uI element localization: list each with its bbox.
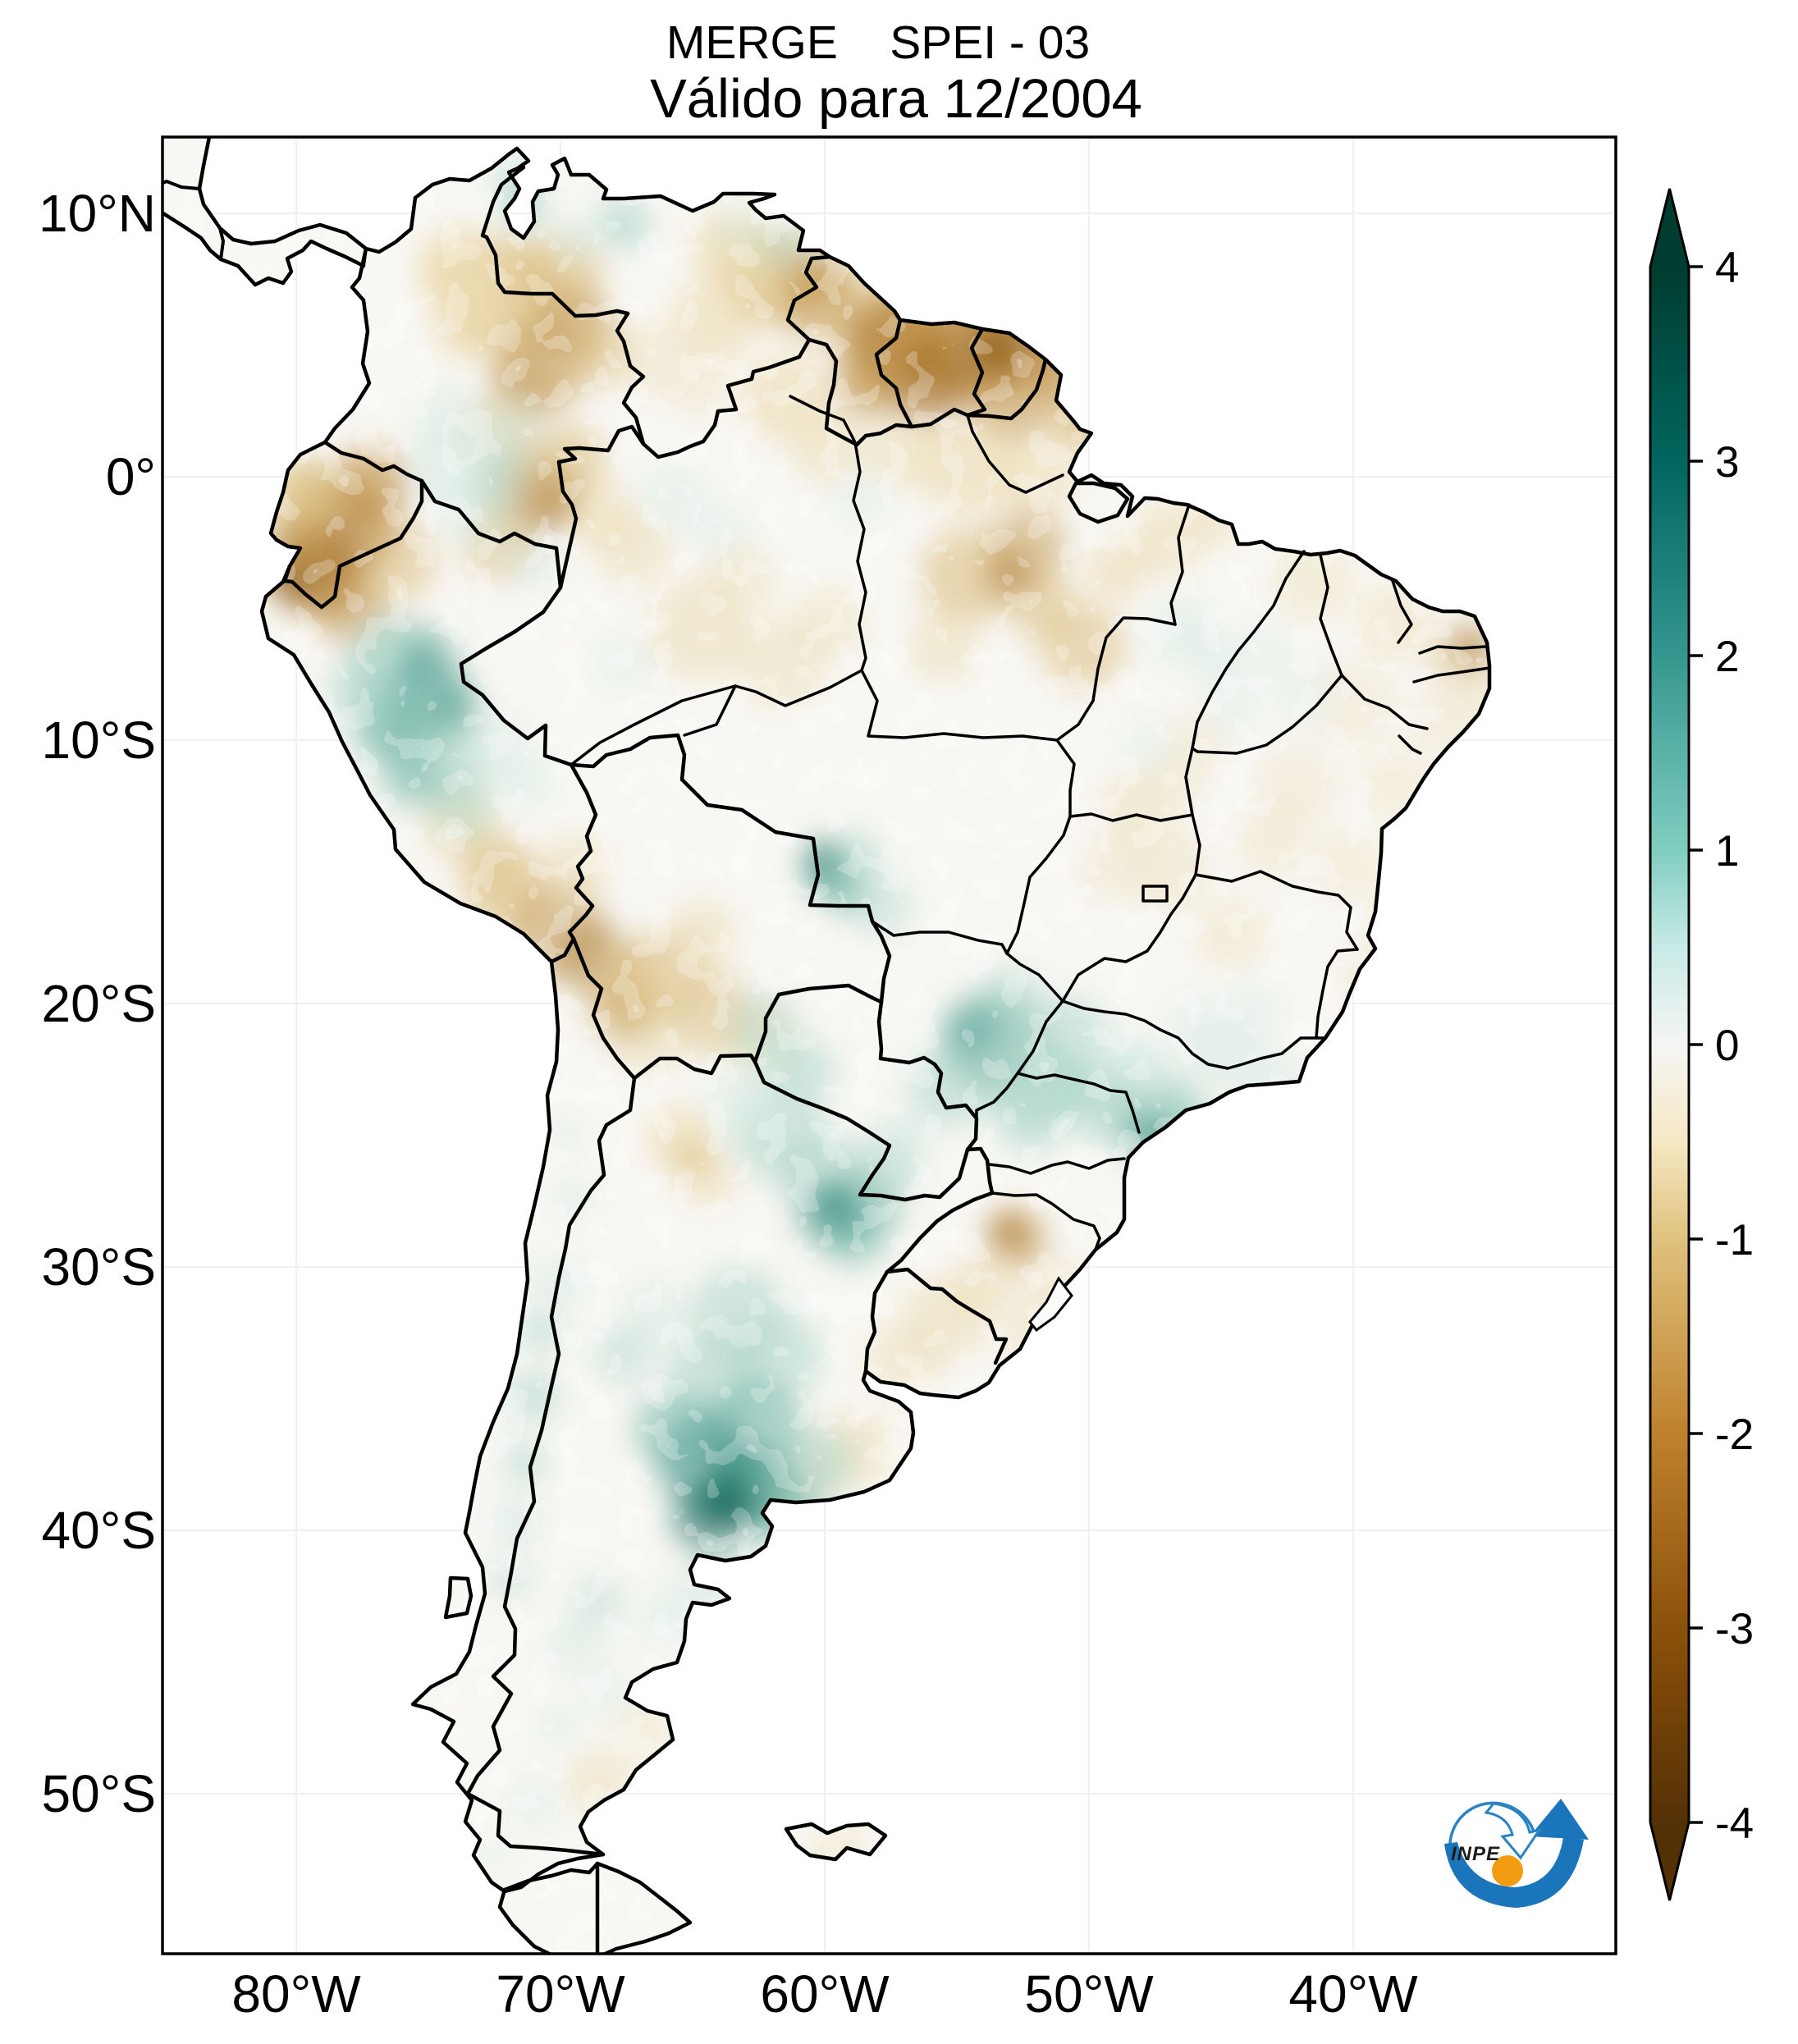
- svg-text:80°W: 80°W: [231, 1964, 361, 2023]
- svg-text:10°N: 10°N: [39, 184, 156, 243]
- svg-text:20°S: 20°S: [42, 974, 156, 1033]
- svg-text:70°W: 70°W: [496, 1964, 625, 2023]
- svg-text:-3: -3: [1715, 1605, 1754, 1653]
- svg-text:-4: -4: [1715, 1799, 1754, 1848]
- svg-text:-1: -1: [1715, 1216, 1754, 1264]
- svg-text:Válido para 12/2004: Válido para 12/2004: [650, 68, 1142, 130]
- svg-text:60°W: 60°W: [760, 1964, 890, 2023]
- svg-text:0: 0: [1715, 1022, 1739, 1070]
- svg-text:1: 1: [1715, 827, 1739, 876]
- svg-text:2: 2: [1715, 633, 1739, 681]
- svg-text:10°S: 10°S: [42, 711, 156, 770]
- svg-text:3: 3: [1715, 438, 1739, 487]
- svg-text:4: 4: [1715, 244, 1739, 292]
- svg-text:40°S: 40°S: [42, 1501, 156, 1560]
- svg-text:INPE: INPE: [1451, 1843, 1500, 1865]
- svg-text:50°W: 50°W: [1024, 1964, 1154, 2023]
- svg-text:30°S: 30°S: [42, 1237, 156, 1296]
- svg-text:40°W: 40°W: [1288, 1964, 1418, 2023]
- svg-text:0°: 0°: [106, 447, 156, 506]
- svg-text:MERGE SPEI - 03: MERGE SPEI - 03: [666, 16, 1090, 69]
- svg-text:50°S: 50°S: [42, 1764, 156, 1823]
- svg-text:-2: -2: [1715, 1411, 1754, 1459]
